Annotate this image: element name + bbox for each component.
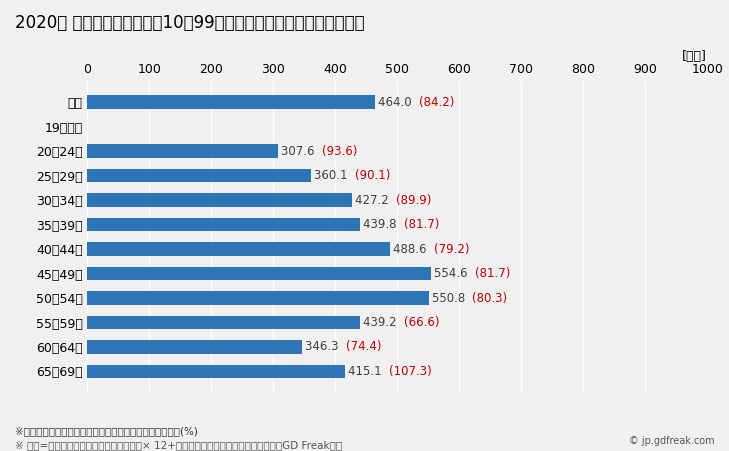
Text: (81.7): (81.7) (475, 267, 510, 280)
Text: © jp.gdfreak.com: © jp.gdfreak.com (629, 437, 714, 446)
Text: 439.2: 439.2 (363, 316, 400, 329)
Bar (87, 193, 352, 207)
Text: ※ 年収=「きまって支給する現金給与額」× 12+「年間賞与その他特別給与額」としてGD Freak推計: ※ 年収=「きまって支給する現金給与額」× 12+「年間賞与その他特別給与額」と… (15, 440, 342, 450)
Text: 464.0: 464.0 (378, 96, 416, 109)
Bar (87, 218, 360, 231)
Text: [万円]: [万円] (682, 50, 707, 63)
Text: 360.1: 360.1 (313, 169, 351, 182)
Bar (87, 316, 359, 329)
Bar (87, 242, 390, 256)
Bar (87, 340, 302, 354)
Text: 550.8: 550.8 (432, 291, 469, 304)
Text: (107.3): (107.3) (389, 365, 432, 378)
Text: 307.6: 307.6 (281, 145, 319, 157)
Text: (90.1): (90.1) (354, 169, 390, 182)
Bar (87, 95, 375, 109)
Bar (87, 365, 345, 378)
Text: 2020年 民間企業（従業者数10〜99人）フルタイム労働者の平均年収: 2020年 民間企業（従業者数10〜99人）フルタイム労働者の平均年収 (15, 14, 364, 32)
Text: (89.9): (89.9) (397, 193, 432, 207)
Text: (93.6): (93.6) (322, 145, 357, 157)
Text: (66.6): (66.6) (404, 316, 439, 329)
Text: 346.3: 346.3 (305, 341, 343, 354)
Text: (74.4): (74.4) (346, 341, 381, 354)
Text: (80.3): (80.3) (472, 291, 507, 304)
Text: (81.7): (81.7) (404, 218, 440, 231)
Text: 427.2: 427.2 (355, 193, 393, 207)
Bar (87, 291, 429, 305)
Text: ※（）内は県内の同業種・同年齢層の平均所得に対する比(%): ※（）内は県内の同業種・同年齢層の平均所得に対する比(%) (15, 426, 198, 436)
Bar (87, 144, 278, 158)
Text: (79.2): (79.2) (434, 243, 469, 256)
Bar (87, 267, 431, 280)
Text: 488.6: 488.6 (394, 243, 431, 256)
Text: 415.1: 415.1 (348, 365, 385, 378)
Bar (87, 169, 311, 182)
Text: (84.2): (84.2) (419, 96, 454, 109)
Text: 439.8: 439.8 (363, 218, 400, 231)
Text: 554.6: 554.6 (434, 267, 472, 280)
